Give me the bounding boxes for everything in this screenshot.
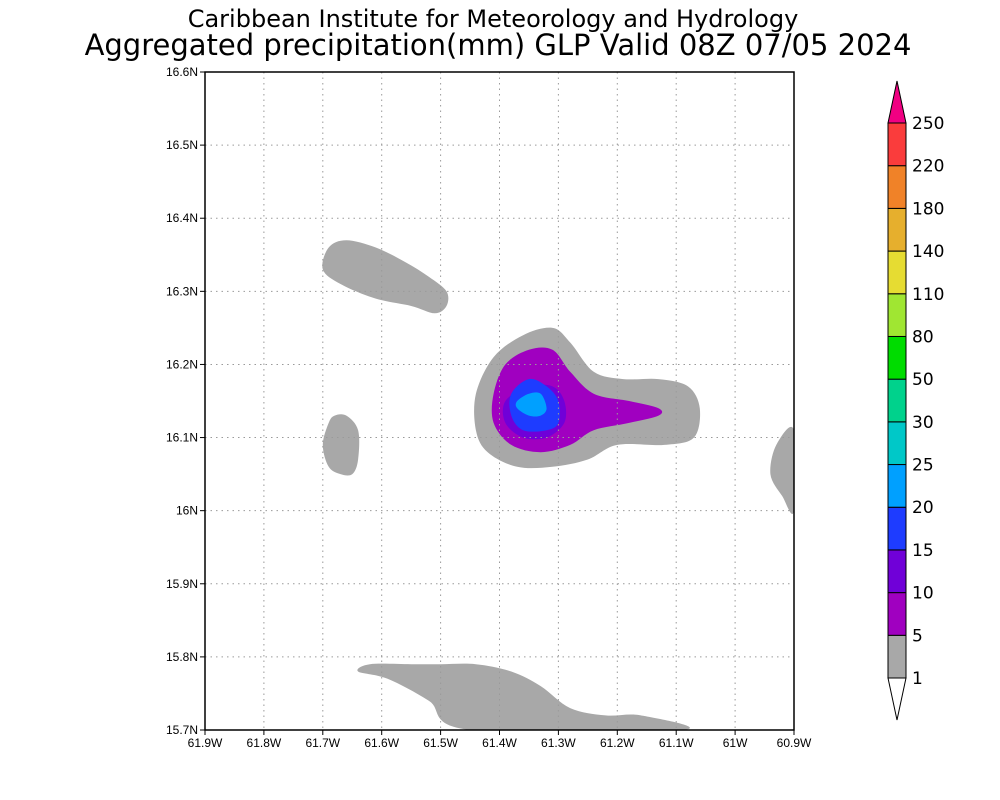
colorbar-top-label: 250	[912, 114, 944, 134]
x-tick-label: 61W	[723, 736, 748, 750]
colorbar-label: 80	[912, 327, 934, 347]
colorbar-band	[887, 207, 907, 252]
precip-region-blob-east-edge	[770, 426, 794, 514]
title-line2: Aggregated precipitation(mm) GLP Valid 0…	[85, 28, 912, 62]
colorbar-bottom-arrow	[887, 677, 907, 721]
map-gridlines	[205, 72, 794, 730]
x-tick-label: 61.1W	[659, 736, 694, 750]
y-tick-label: 16.4N	[166, 211, 198, 225]
colorbar-band	[887, 592, 907, 636]
colorbar-label: 30	[912, 413, 934, 433]
x-tick-label: 61.3W	[541, 736, 576, 750]
colorbar-top-arrow	[887, 80, 907, 124]
precip-region-blob-northwest	[322, 240, 449, 314]
colorbar-label: 20	[912, 498, 934, 518]
colorbar-label: 25	[912, 456, 934, 476]
title-line1: Caribbean Institute for Meteorology and …	[188, 5, 799, 33]
colorbar-band	[887, 378, 907, 423]
x-tick-label: 61.6W	[364, 736, 399, 750]
precipitation-contours	[322, 240, 794, 730]
y-tick-label: 16.2N	[166, 357, 198, 371]
colorbar-label: 10	[912, 584, 934, 604]
y-tick-label: 15.8N	[166, 650, 198, 664]
map-plot-area: 61.9W 61.8W 61.7W 61.6W 61.5W 61.4W 61.3W 61.2W…	[166, 65, 812, 750]
colorbar-label: 15	[912, 541, 934, 561]
x-tick-label: 61.7W	[305, 736, 340, 750]
colorbar-band	[887, 293, 907, 337]
y-tick-label: 16.3N	[166, 284, 198, 298]
colorbar-label: 5	[912, 626, 923, 646]
colorbar-label: 140	[912, 242, 944, 262]
x-axis-ticks: 61.9W 61.8W 61.7W 61.6W 61.5W 61.4W 61.3W 61.2W…	[188, 730, 812, 750]
x-tick-label: 61.9W	[188, 736, 223, 750]
colorbar-label: 180	[912, 199, 944, 219]
colorbar-band	[887, 250, 907, 295]
x-tick-label: 61.4W	[482, 736, 517, 750]
y-tick-label: 15.7N	[166, 723, 198, 737]
colorbar-label: 220	[912, 157, 944, 177]
y-tick-label: 16N	[176, 504, 198, 518]
precip-region-blob-west	[322, 414, 360, 476]
y-tick-label: 16.5N	[166, 138, 198, 152]
x-tick-label: 61.5W	[423, 736, 458, 750]
colorbar-label: 110	[912, 285, 944, 305]
colorbar-label: 1	[912, 669, 923, 689]
colorbar-band	[887, 421, 907, 466]
y-tick-label: 16.1N	[166, 431, 198, 445]
x-tick-label: 61.8W	[247, 736, 282, 750]
colorbar-band	[887, 634, 907, 679]
colorbar-label: 50	[912, 370, 934, 390]
colorbar-band	[887, 165, 907, 209]
precip-region-core-20-25mm	[515, 392, 547, 417]
colorbar-band	[887, 122, 907, 167]
y-axis-ticks: 15.7N 15.8N 15.9N 16N 16.1N 16.2N 16.3N 16.4N 16…	[166, 65, 205, 737]
colorbar-band	[887, 506, 907, 551]
x-tick-label: 61.2W	[600, 736, 635, 750]
x-tick-label: 60.9W	[777, 736, 812, 750]
colorbar-band	[887, 549, 907, 594]
y-tick-label: 15.9N	[166, 577, 198, 591]
colorbar-band	[887, 464, 907, 508]
colorbar-band	[887, 335, 907, 380]
y-tick-label: 16.6N	[166, 65, 198, 79]
precip-region-blob-south	[357, 663, 690, 730]
